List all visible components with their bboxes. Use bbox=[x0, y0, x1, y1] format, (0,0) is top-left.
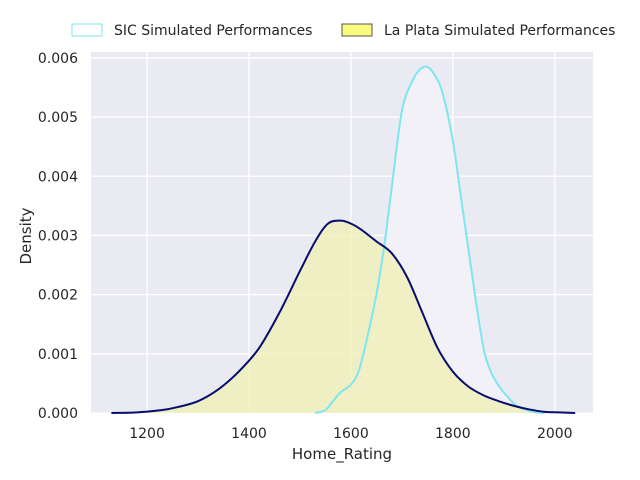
y-tick-label: 0.004 bbox=[38, 169, 78, 185]
x-tick-label: 1600 bbox=[333, 426, 369, 442]
density-lines bbox=[111, 65, 576, 414]
legend: SIC Simulated Performances La Plata Simu… bbox=[71, 23, 615, 39]
y-axis: 0.000 0.001 0.002 0.003 0.004 0.005 0.006 bbox=[38, 51, 78, 422]
legend-label-laplata: La Plata Simulated Performances bbox=[384, 23, 615, 39]
x-tick-label: 1800 bbox=[435, 426, 471, 442]
x-tick-label: 1400 bbox=[231, 426, 267, 442]
x-axis-label: Home_Rating bbox=[292, 445, 392, 464]
y-tick-label: 0.002 bbox=[38, 288, 78, 304]
x-tick-label: 1200 bbox=[129, 426, 165, 442]
y-axis-label: Density bbox=[17, 207, 35, 264]
x-axis: 1200 1400 1600 1800 2000 bbox=[129, 426, 572, 442]
legend-swatch-sic bbox=[71, 23, 103, 37]
area-laplata bbox=[111, 220, 576, 413]
legend-swatch-laplata bbox=[341, 23, 373, 37]
x-tick-label: 2000 bbox=[537, 426, 573, 442]
density-areas bbox=[111, 66, 576, 413]
y-tick-label: 0.006 bbox=[38, 51, 78, 67]
y-tick-label: 0.000 bbox=[38, 406, 78, 422]
y-tick-label: 0.005 bbox=[38, 110, 78, 126]
line-laplata bbox=[111, 219, 576, 414]
y-tick-label: 0.001 bbox=[38, 347, 78, 363]
legend-label-sic: SIC Simulated Performances bbox=[114, 23, 312, 39]
y-tick-label: 0.003 bbox=[38, 228, 78, 244]
line-sic bbox=[314, 65, 545, 414]
